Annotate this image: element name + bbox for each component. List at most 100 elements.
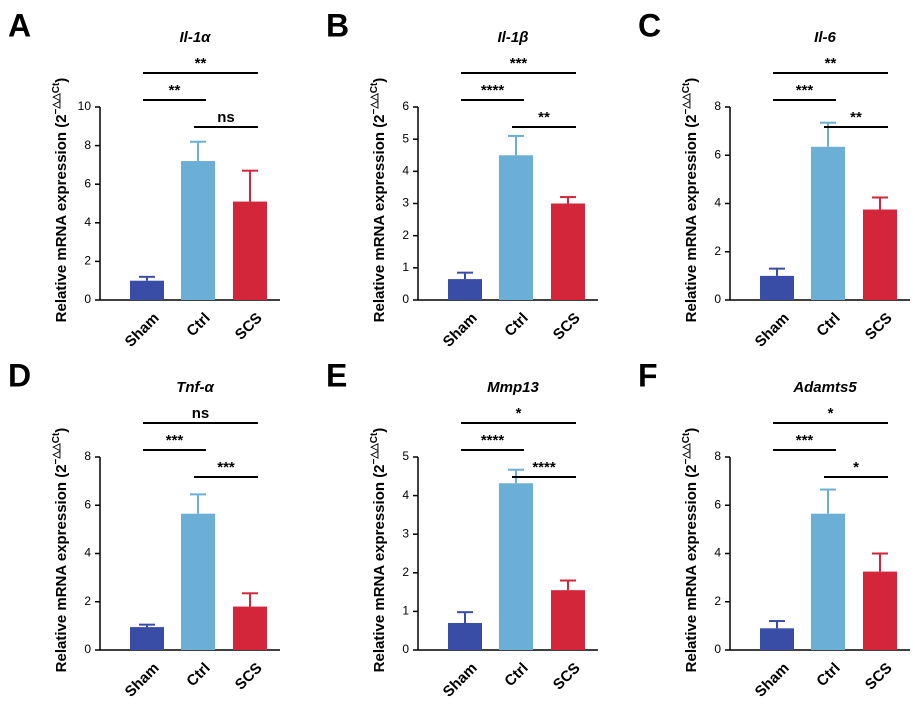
- panel: E Mmp13 Relative mRNA expression (2−△△Ct) 0…: [326, 357, 598, 701]
- x-tick-label: Ctrl: [183, 310, 213, 340]
- significance-label: ns: [217, 109, 235, 126]
- y-tick-label: 0: [84, 642, 91, 656]
- significance-label: **: [538, 109, 550, 126]
- y-axis-label-sup: −△△Ct: [681, 432, 692, 464]
- bar: [181, 161, 215, 300]
- significance-label: **: [825, 55, 837, 72]
- panel: D Tnf-α Relative mRNA expression (2−△△Ct) 0…: [8, 357, 280, 701]
- y-tick-label: 8: [714, 449, 721, 463]
- panel-title: Tnf-α: [176, 379, 214, 396]
- y-axis-label-text: Relative mRNA expression (2: [683, 114, 700, 322]
- bar: [551, 590, 585, 650]
- y-tick-label: 8: [714, 99, 721, 113]
- x-tick-label: Sham: [122, 660, 163, 701]
- significance-label: *: [853, 459, 859, 476]
- bar: [499, 483, 533, 650]
- y-tick-label: 2: [714, 594, 721, 608]
- y-tick-label: 6: [84, 497, 91, 511]
- y-tick-label: 5: [402, 449, 409, 463]
- bar: [811, 146, 845, 300]
- y-tick-label: 6: [714, 147, 721, 161]
- x-tick-label: Sham: [122, 310, 163, 351]
- x-tick-label: SCS: [232, 310, 266, 344]
- panel-title: Mmp13: [487, 379, 539, 396]
- y-tick-label: 5: [402, 131, 409, 145]
- significance-label: ***: [166, 432, 184, 449]
- panel: A Il-1α Relative mRNA expression (2−△△Ct) 0…: [8, 7, 280, 351]
- y-tick-label: 6: [84, 176, 91, 190]
- x-tick-label: Ctrl: [501, 310, 531, 340]
- y-tick-label: 6: [714, 497, 721, 511]
- panel-letter: A: [8, 7, 31, 43]
- y-tick-label: 10: [78, 99, 92, 113]
- y-axis-label-text: Relative mRNA expression (2: [683, 464, 700, 672]
- panel-title: Adamts5: [792, 379, 857, 396]
- significance-label: **: [169, 82, 181, 99]
- y-tick-label: 0: [402, 292, 409, 306]
- bar: [760, 275, 794, 300]
- y-tick-label: 4: [84, 546, 91, 560]
- significance-label: ***: [796, 432, 814, 449]
- y-tick-label: 0: [84, 292, 91, 306]
- panel: F Adamts5 Relative mRNA expression (2−△△Ct…: [638, 357, 910, 701]
- bar: [130, 627, 164, 650]
- y-axis-label: Relative mRNA expression (2−△△Ct): [681, 78, 700, 323]
- x-tick-label: Ctrl: [813, 660, 843, 690]
- x-tick-label: SCS: [550, 310, 584, 344]
- panel-letter: D: [8, 357, 31, 393]
- panel-title: Il-1α: [180, 29, 212, 46]
- y-tick-label: 8: [84, 138, 91, 152]
- x-tick-label: SCS: [232, 660, 266, 694]
- x-tick-label: SCS: [550, 660, 584, 694]
- y-tick-label: 4: [714, 546, 721, 560]
- y-axis-label: Relative mRNA expression (2−△△Ct): [681, 428, 700, 673]
- y-tick-label: 4: [714, 196, 721, 210]
- y-tick-label: 6: [402, 99, 409, 113]
- y-axis-label-sup: −△△Ct: [51, 432, 62, 464]
- y-axis-label-end: ): [53, 428, 70, 433]
- panel-letter: F: [638, 357, 658, 393]
- significance-label: ****: [481, 432, 505, 449]
- bar: [863, 209, 897, 300]
- x-tick-label: Ctrl: [183, 660, 213, 690]
- significance-label: **: [195, 55, 207, 72]
- y-tick-label: 3: [402, 526, 409, 540]
- y-axis-label-text: Relative mRNA expression (2: [371, 114, 388, 322]
- x-tick-label: Sham: [752, 660, 793, 701]
- y-tick-label: 1: [402, 260, 409, 274]
- y-axis-label-text: Relative mRNA expression (2: [53, 464, 70, 672]
- significance-label: ***: [796, 82, 814, 99]
- x-tick-label: SCS: [862, 660, 896, 694]
- x-tick-label: Sham: [440, 660, 481, 701]
- significance-label: ***: [510, 55, 528, 72]
- significance-label: *: [516, 405, 522, 422]
- y-axis-label-end: ): [53, 78, 70, 83]
- y-axis-label-end: ): [371, 78, 388, 83]
- bar: [233, 606, 267, 650]
- significance-label: **: [850, 109, 862, 126]
- significance-label: *: [828, 405, 834, 422]
- x-tick-label: SCS: [862, 310, 896, 344]
- y-axis-label-sup: −△△Ct: [51, 82, 62, 114]
- panel: B Il-1β Relative mRNA expression (2−△△Ct) 0…: [326, 7, 598, 351]
- y-tick-label: 8: [84, 449, 91, 463]
- y-tick-label: 0: [714, 292, 721, 306]
- y-tick-label: 1: [402, 604, 409, 618]
- y-tick-label: 4: [402, 488, 409, 502]
- y-tick-label: 3: [402, 196, 409, 210]
- y-tick-label: 2: [714, 244, 721, 258]
- bar: [551, 203, 585, 300]
- y-axis-label: Relative mRNA expression (2−△△Ct): [369, 428, 388, 673]
- y-tick-label: 2: [84, 254, 91, 268]
- significance-label: ***: [217, 459, 235, 476]
- y-axis-label: Relative mRNA expression (2−△△Ct): [369, 78, 388, 323]
- bar: [181, 513, 215, 650]
- y-tick-label: 2: [84, 594, 91, 608]
- y-axis-label: Relative mRNA expression (2−△△Ct): [51, 428, 70, 673]
- bar: [863, 571, 897, 650]
- y-axis-label-text: Relative mRNA expression (2: [371, 464, 388, 672]
- bar: [811, 513, 845, 650]
- panel-letter: E: [326, 357, 347, 393]
- y-axis-label-sup: −△△Ct: [369, 432, 380, 464]
